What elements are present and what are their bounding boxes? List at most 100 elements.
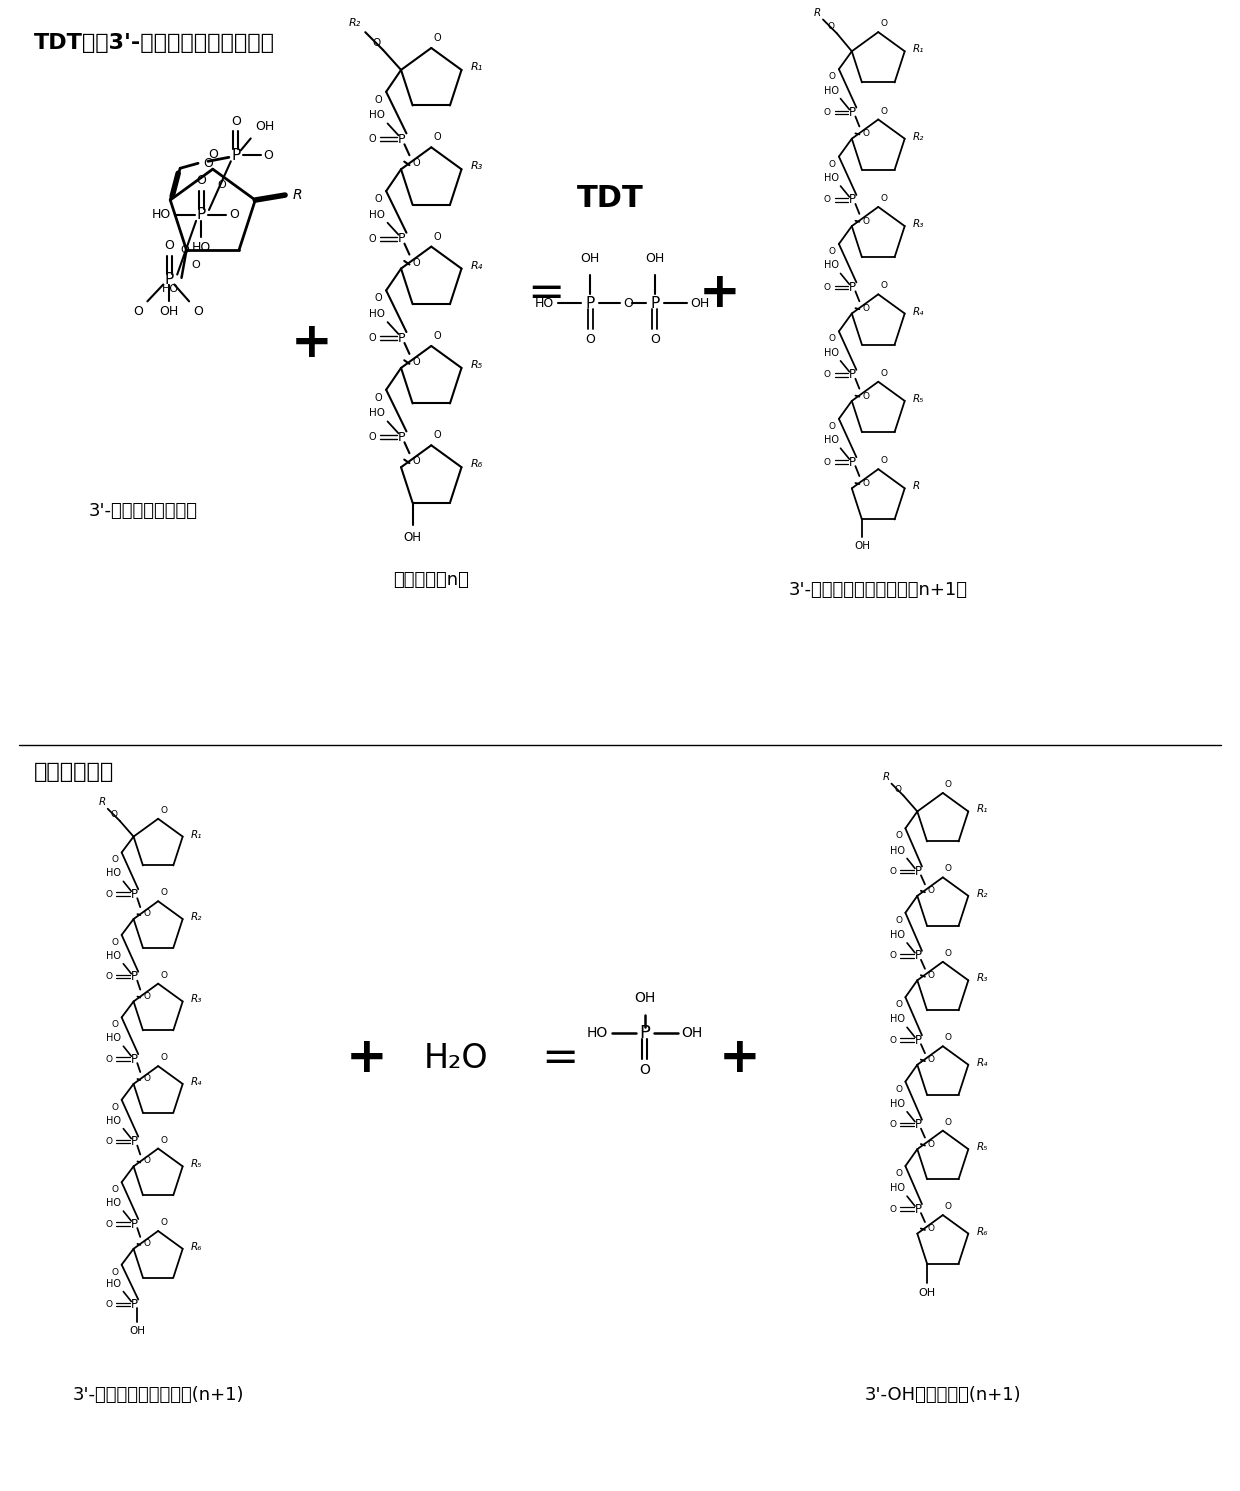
Text: O: O: [895, 915, 903, 924]
Text: P: P: [849, 194, 856, 206]
Text: P: P: [849, 106, 856, 119]
Text: O: O: [112, 1103, 119, 1112]
Text: HO: HO: [368, 110, 384, 121]
Text: O: O: [823, 195, 831, 204]
Text: O: O: [880, 194, 888, 203]
Text: R: R: [882, 772, 889, 781]
Text: OH: OH: [255, 121, 275, 134]
Text: O: O: [945, 780, 952, 789]
Text: O: O: [828, 334, 836, 343]
Text: O: O: [191, 259, 200, 270]
Text: R₁: R₁: [470, 63, 482, 72]
Text: O: O: [945, 1033, 952, 1042]
Text: O: O: [862, 130, 869, 139]
Text: R₆: R₆: [191, 1242, 202, 1252]
Text: O: O: [889, 1205, 897, 1214]
Text: R₁: R₁: [191, 829, 202, 839]
Text: HO: HO: [107, 1199, 122, 1208]
Text: O: O: [650, 332, 660, 346]
Text: P: P: [914, 950, 921, 962]
Text: O: O: [105, 1054, 113, 1063]
Text: R₆: R₆: [470, 459, 482, 470]
Text: 3'-端带修饰的寻核苷酸（n+1）: 3'-端带修饰的寻核苷酸（n+1）: [789, 581, 967, 599]
Text: R₂: R₂: [191, 912, 202, 921]
Text: O: O: [880, 368, 888, 377]
Text: P: P: [130, 1299, 138, 1311]
Text: R₅: R₅: [976, 1142, 987, 1153]
Text: R₄: R₄: [470, 261, 482, 270]
Text: OH: OH: [645, 252, 665, 265]
Text: O: O: [433, 331, 441, 341]
Text: O: O: [217, 180, 226, 191]
Text: HO: HO: [536, 297, 554, 310]
Text: 3'-端带修饰的核苷酸: 3'-端带修饰的核苷酸: [89, 502, 197, 520]
Text: P: P: [398, 331, 405, 344]
Text: R: R: [98, 796, 105, 807]
Text: O: O: [105, 890, 113, 899]
Text: HO: HO: [107, 1279, 122, 1288]
Text: +: +: [718, 1035, 760, 1082]
Text: O: O: [105, 972, 113, 981]
Text: O: O: [368, 234, 376, 243]
Text: P: P: [231, 148, 241, 163]
Text: O: O: [165, 239, 174, 252]
Text: O: O: [880, 456, 888, 465]
Text: OH: OH: [854, 541, 870, 552]
Text: 寻核苷酸（n）: 寻核苷酸（n）: [393, 571, 469, 589]
Text: O: O: [433, 33, 441, 43]
Text: +: +: [346, 1035, 388, 1082]
Text: O: O: [823, 283, 831, 292]
Text: TDT: TDT: [577, 185, 644, 213]
Text: O: O: [945, 865, 952, 874]
Text: R₅: R₅: [913, 394, 924, 404]
Text: O: O: [112, 1185, 119, 1194]
Text: O: O: [368, 432, 376, 443]
Text: O: O: [368, 134, 376, 145]
Text: O: O: [160, 1136, 167, 1145]
Text: O: O: [823, 458, 831, 467]
Text: P: P: [640, 1024, 650, 1042]
Text: O: O: [208, 148, 218, 161]
Text: O: O: [413, 356, 420, 367]
Text: O: O: [862, 216, 869, 225]
Text: P: P: [585, 295, 595, 310]
Text: OH: OH: [580, 252, 600, 265]
Text: P: P: [196, 207, 206, 222]
Text: HO: HO: [368, 210, 384, 219]
Text: P: P: [130, 1218, 138, 1230]
Text: O: O: [196, 174, 206, 186]
Text: P: P: [914, 1033, 921, 1047]
Text: +: +: [698, 270, 740, 318]
Text: O: O: [368, 332, 376, 343]
Text: P: P: [130, 1053, 138, 1066]
Text: O: O: [229, 209, 239, 222]
Text: O: O: [134, 306, 144, 318]
Text: O: O: [372, 39, 381, 48]
Text: O: O: [894, 784, 901, 793]
Text: P: P: [130, 887, 138, 901]
Text: O: O: [144, 992, 150, 1000]
Text: HO: HO: [107, 951, 122, 960]
Text: R₃: R₃: [191, 994, 202, 1005]
Text: O: O: [828, 22, 835, 31]
Text: R₂: R₂: [913, 131, 924, 142]
Text: R₄: R₄: [913, 307, 924, 316]
Text: P: P: [398, 431, 405, 444]
Text: O: O: [203, 157, 213, 170]
Text: R₅: R₅: [191, 1160, 202, 1169]
Text: P: P: [914, 1203, 921, 1215]
Text: O: O: [889, 951, 897, 960]
Text: R₁: R₁: [976, 805, 987, 814]
Text: H₂O: H₂O: [424, 1042, 489, 1075]
Text: HO: HO: [823, 173, 838, 183]
Text: O: O: [880, 282, 888, 291]
Text: O: O: [433, 133, 441, 142]
Text: OH: OH: [682, 1026, 703, 1041]
Text: O: O: [144, 910, 150, 918]
Text: O: O: [433, 431, 441, 440]
Text: O: O: [928, 1139, 935, 1148]
Text: R: R: [293, 188, 303, 203]
Text: O: O: [880, 19, 888, 28]
Text: O: O: [862, 479, 869, 488]
Text: O: O: [193, 306, 203, 318]
